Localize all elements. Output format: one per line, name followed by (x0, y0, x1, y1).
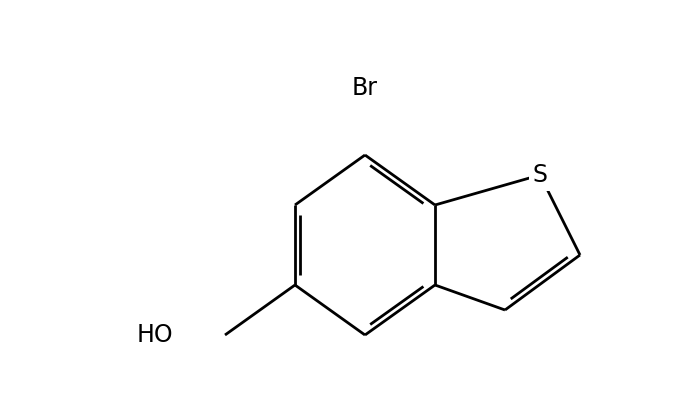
Text: HO: HO (136, 323, 173, 347)
Text: S: S (533, 163, 547, 187)
Text: Br: Br (352, 76, 378, 100)
